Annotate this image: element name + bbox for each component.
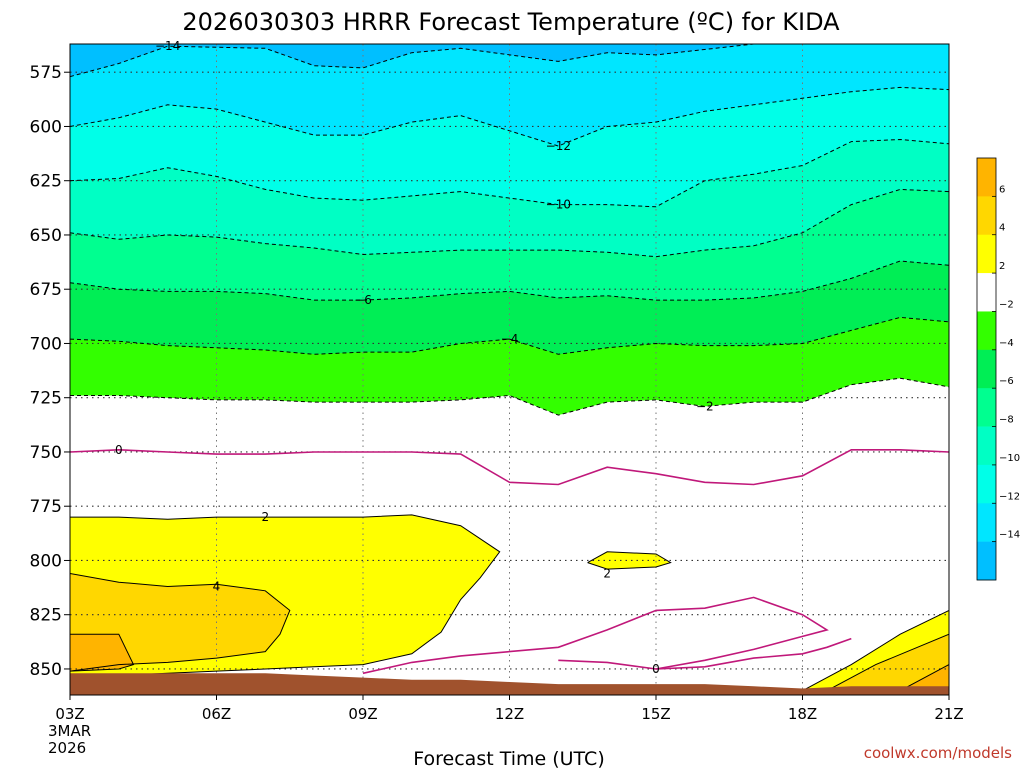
x-tick-label-18Z: 18Z bbox=[788, 705, 817, 723]
y-tick-label-775: 775 bbox=[30, 497, 62, 517]
plot-area bbox=[70, 44, 949, 695]
contour-2-11 bbox=[587, 551, 672, 570]
colorbar-label-9: −14 bbox=[999, 530, 1020, 541]
colorbar-swatch-3 bbox=[977, 273, 996, 312]
temperature-bands bbox=[70, 44, 949, 695]
contour-0-9 bbox=[362, 596, 829, 675]
terrain-fill bbox=[70, 673, 949, 695]
colorbar-label-0: 6 bbox=[999, 184, 1005, 195]
band-6-8-0 bbox=[70, 634, 134, 672]
contour-label-10: 2 bbox=[262, 510, 270, 524]
colorbar-label-8: −12 bbox=[999, 491, 1020, 502]
y-tick-label-575: 575 bbox=[30, 63, 62, 83]
colorbar-swatch-9 bbox=[977, 503, 996, 542]
contour-label-4: −6 bbox=[354, 293, 372, 307]
y-tick-label-725: 725 bbox=[30, 389, 62, 409]
colorbar-swatch-8 bbox=[977, 464, 996, 504]
colorbar: 6 4 2 −2 −4 −6 −8 −10 −12 −14 bbox=[976, 157, 1020, 581]
contour-label-5: −4 bbox=[501, 332, 519, 346]
colorbar-label-5: −6 bbox=[999, 376, 1014, 387]
contour-label-1: −12 bbox=[546, 139, 571, 153]
contour-lines bbox=[70, 44, 949, 692]
contour-labels: −14 −12 −10 −6 −4 −2 0 0 2 2 4 bbox=[115, 39, 714, 676]
x-tick-label-21Z: 21Z bbox=[934, 705, 963, 723]
colorbar-swatch-4 bbox=[977, 311, 996, 351]
colorbar-frame bbox=[976, 157, 997, 581]
x-tick-label-15Z: 15Z bbox=[641, 705, 670, 723]
contour-label-13: 4 bbox=[213, 580, 221, 594]
y-tick-label-675: 675 bbox=[30, 280, 62, 300]
contour-6-15 bbox=[70, 633, 135, 672]
y-tick-label-800: 800 bbox=[30, 551, 62, 571]
y-tick-label-625: 625 bbox=[30, 172, 62, 192]
contour-0-8 bbox=[558, 637, 852, 670]
contour-minus-14-0 bbox=[70, 44, 754, 78]
y-tick-label-825: 825 bbox=[30, 606, 62, 626]
contour-2-10 bbox=[70, 514, 501, 683]
colorbar-swatch-1 bbox=[977, 196, 996, 236]
chart-title: 2026030303 HRRR Forecast Temperature (ºC… bbox=[182, 8, 840, 36]
contour-4-13 bbox=[70, 573, 291, 672]
x-tick-label-06Z: 06Z bbox=[202, 705, 231, 723]
x-axis: 03Z 06Z 09Z 12Z 15Z 18Z 21Z bbox=[55, 695, 964, 723]
contour-minus-10-2 bbox=[70, 138, 949, 208]
y-tick-label-700: 700 bbox=[30, 334, 62, 354]
colorbar-swatch-6 bbox=[977, 388, 996, 427]
contour-minus-4-5 bbox=[70, 316, 949, 355]
contour-2-12 bbox=[802, 609, 949, 692]
x-tick-label-09Z: 09Z bbox=[348, 705, 377, 723]
colorbar-label-3: −2 bbox=[999, 299, 1014, 310]
x-date-day: 3MAR bbox=[48, 722, 91, 740]
colorbar-label-4: −4 bbox=[999, 338, 1014, 349]
x-tick-label-12Z: 12Z bbox=[495, 705, 524, 723]
y-tick-label-750: 750 bbox=[30, 443, 62, 463]
y-tick-label-600: 600 bbox=[30, 117, 62, 137]
contour-label-7: 0 bbox=[115, 443, 123, 457]
contour-minus-12-1 bbox=[70, 86, 949, 147]
colorbar-label-1: 4 bbox=[999, 223, 1005, 234]
contour-0-7 bbox=[70, 448, 949, 486]
colorbar-label-6: −8 bbox=[999, 415, 1014, 426]
contour-label-2: −10 bbox=[546, 198, 571, 212]
y-axis: 575 600 625 650 675 700 725 750 775 800 825 850 bbox=[30, 63, 70, 680]
band-2-4-1 bbox=[587, 551, 671, 570]
contour-label-0: −14 bbox=[155, 39, 180, 53]
y-tick-label-850: 850 bbox=[30, 660, 62, 680]
x-tick-label-03Z: 03Z bbox=[55, 705, 84, 723]
colorbar-swatch-10 bbox=[977, 541, 996, 581]
colorbar-label-2: 2 bbox=[999, 261, 1005, 272]
colorbar-swatch-2 bbox=[977, 234, 996, 274]
colorbar-swatch-7 bbox=[977, 426, 996, 466]
x-date-year: 2026 bbox=[48, 739, 86, 757]
contour-label-6: −2 bbox=[696, 399, 714, 413]
credit-link[interactable]: coolwx.com/models bbox=[864, 744, 1012, 762]
contour-minus-8-3 bbox=[70, 188, 949, 258]
contour-label-11: 2 bbox=[603, 566, 611, 580]
contour-label-8: 0 bbox=[652, 662, 660, 676]
colorbar-label-7: −10 bbox=[999, 453, 1020, 464]
band-4-6-1 bbox=[826, 634, 949, 691]
colorbar-swatch-0 bbox=[977, 158, 996, 197]
x-axis-label: Forecast Time (UTC) bbox=[413, 748, 604, 768]
terrain-ground bbox=[70, 673, 949, 695]
colorbar-swatch-5 bbox=[977, 349, 996, 389]
contour-4-14 bbox=[826, 633, 949, 692]
y-tick-label-650: 650 bbox=[30, 226, 62, 246]
